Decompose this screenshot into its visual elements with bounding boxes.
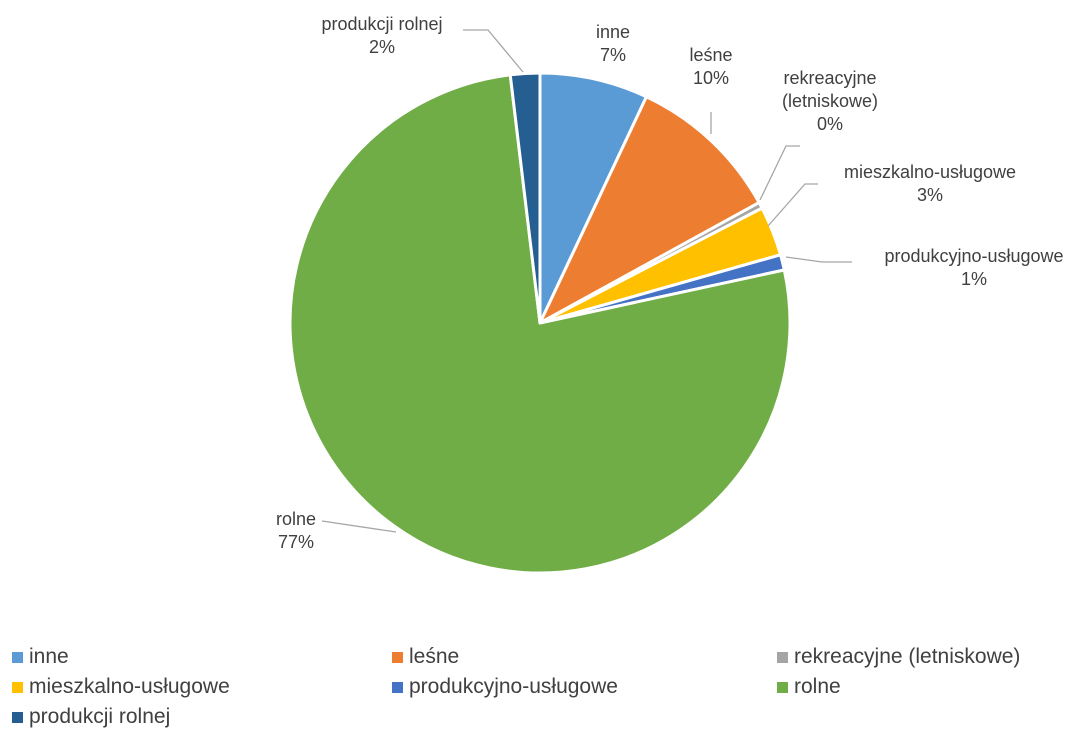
legend-item-rekreacyjne-letniskowe: rekreacyjne (letniskowe) — [777, 644, 1082, 670]
legend-label-produkcyjno-usługowe: produkcyjno-usługowe — [409, 675, 618, 698]
legend-swatch-rolne — [777, 681, 788, 693]
data-label-produkcji-rolnej: produkcji rolnej 2% — [321, 14, 442, 57]
legend-label-mieszkalno-usługowe: mieszkalno-usługowe — [29, 675, 230, 698]
data-label-produkcyjno-usługowe: produkcyjno-usługowe 1% — [884, 246, 1063, 289]
leader-line-produkcji-rolnej — [463, 29, 524, 73]
legend-item-mieszkalno-usługowe: mieszkalno-usługowe — [12, 674, 392, 700]
leader-line-mieszkalno-usługowe — [767, 183, 818, 227]
legend-swatch-mieszkalno-usługowe — [12, 681, 23, 693]
legend-item-produkcyjno-usługowe: produkcyjno-usługowe — [392, 674, 777, 700]
data-label-rolne: rolne 77% — [276, 509, 316, 552]
legend-label-leśne: leśne — [409, 645, 460, 668]
chart-legend: inne leśne rekreacyjne (letniskowe) mieszka… — [12, 644, 1082, 730]
legend-label-rolne: rolne — [794, 675, 841, 698]
legend-item-produkcji-rolnej: produkcji rolnej — [12, 704, 392, 730]
legend-swatch-leśne — [392, 651, 403, 663]
legend-label-produkcji-rolnej: produkcji rolnej — [29, 705, 171, 728]
pie-slice-inne — [538, 71, 648, 325]
pie-slice-leśne — [538, 95, 761, 325]
leader-line-produkcyjno-usługowe — [785, 256, 852, 263]
data-label-leśne: leśne 10% — [689, 45, 732, 88]
legend-label-inne: inne — [29, 645, 69, 668]
legend-label-rekreacyjne-letniskowe: rekreacyjne (letniskowe) — [794, 645, 1021, 668]
pie-slice-produkcji-rolnej — [508, 71, 542, 325]
data-label-mieszkalno-usługowe: mieszkalno-usługowe 3% — [844, 162, 1016, 205]
legend-swatch-inne — [12, 651, 23, 663]
legend-item-rolne: rolne — [777, 674, 1082, 700]
legend-swatch-rekreacyjne-letniskowe — [777, 651, 788, 663]
legend-item-inne: inne — [12, 644, 392, 670]
data-label-rekreacyjne-letniskowe: rekreacyjne (letniskowe) 0% — [782, 68, 878, 134]
leader-line-rolne — [321, 520, 397, 533]
leader-line-rekreacyjne-letniskowe — [759, 145, 800, 201]
legend-swatch-produkcyjno-usługowe — [392, 681, 403, 693]
data-label-inne: inne 7% — [596, 22, 630, 65]
legend-item-leśne: leśne — [392, 644, 777, 670]
legend-swatch-produkcji-rolnej — [12, 711, 23, 723]
